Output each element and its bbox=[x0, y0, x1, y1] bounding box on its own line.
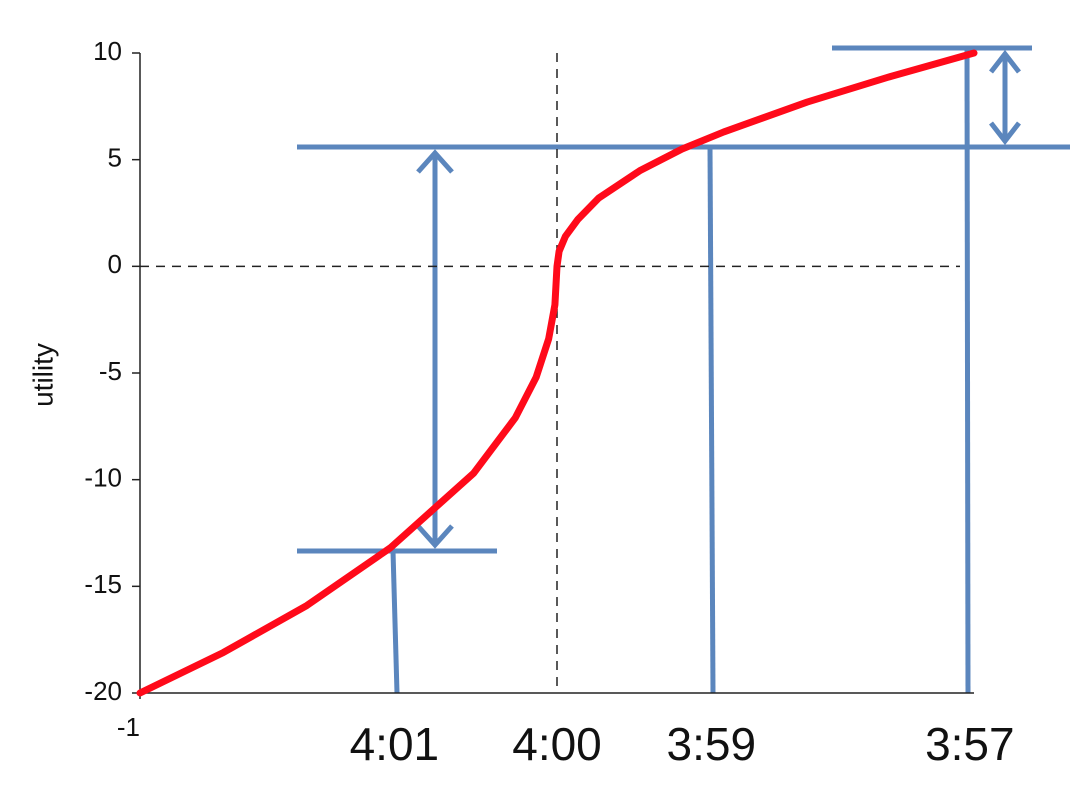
y-tick-label: 5 bbox=[108, 143, 122, 173]
time-label: 3:59 bbox=[667, 718, 757, 770]
utility-curve bbox=[136, 49, 978, 697]
annotation-lines bbox=[297, 45, 1070, 694]
arrow-head bbox=[416, 524, 454, 549]
arrow-head bbox=[416, 149, 454, 174]
y-tick-label: -10 bbox=[84, 463, 122, 493]
time-label: 4:00 bbox=[512, 718, 602, 770]
y-tick-label: -15 bbox=[84, 569, 122, 599]
arrow-head bbox=[989, 121, 1021, 146]
drop-line bbox=[707, 146, 716, 694]
arrow-head bbox=[989, 49, 1021, 74]
y-tick-label: 10 bbox=[93, 36, 122, 66]
y-tick-label: 0 bbox=[108, 249, 122, 279]
drop-line bbox=[390, 550, 400, 694]
time-label: 3:57 bbox=[925, 718, 1015, 770]
drop-line bbox=[964, 47, 971, 694]
y-tick-label: -5 bbox=[99, 356, 122, 386]
y-axis-label: utility bbox=[27, 343, 58, 407]
time-label: 4:01 bbox=[350, 718, 440, 770]
y-tick-label: -20 bbox=[84, 676, 122, 706]
x-tick-label: -1 bbox=[117, 712, 140, 742]
